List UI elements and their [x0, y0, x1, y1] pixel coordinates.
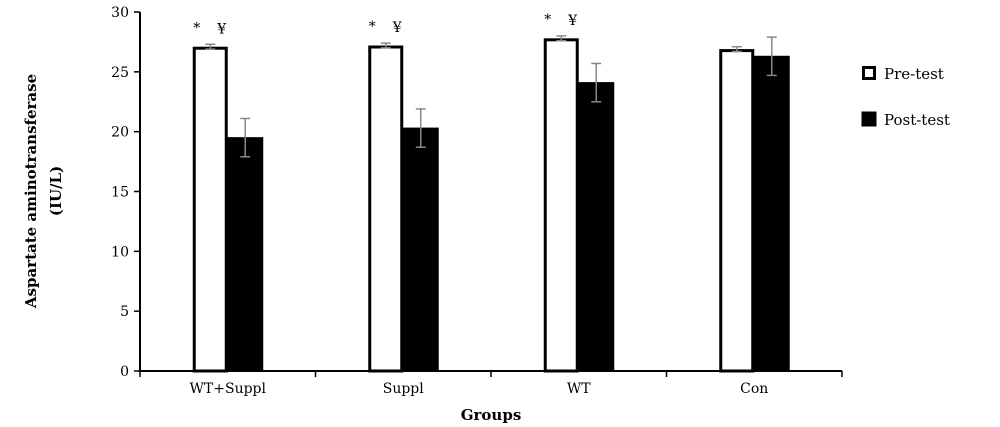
significance-yen: ¥ — [392, 20, 402, 36]
significance-star: * — [193, 20, 200, 36]
x-tick-label: WT+Suppl — [190, 381, 267, 397]
y-axis-title: Aspartate aminotransferase (IU/L) — [22, 74, 65, 309]
significance-yen: ¥ — [567, 13, 577, 29]
legend-item: Post-test — [861, 111, 950, 129]
bar-post-test — [227, 137, 264, 372]
bar-pre-test — [719, 49, 755, 373]
bar-post-test — [578, 82, 615, 372]
legend: Pre-test Post-test — [861, 65, 950, 129]
x-tick-label: WT — [567, 381, 591, 397]
x-axis-title: Groups — [461, 406, 522, 424]
error-bar — [731, 45, 742, 53]
x-tick-label: Suppl — [383, 381, 425, 397]
y-tick-label: 10 — [111, 244, 129, 260]
error-bar — [556, 35, 567, 42]
bar-group — [368, 42, 439, 373]
significance-yen: ¥ — [216, 21, 226, 37]
y-tick-label: 30 — [111, 5, 129, 21]
y-tick-label: 0 — [120, 364, 129, 380]
y-axis-title-line1: Aspartate aminotransferase — [22, 74, 40, 309]
y-tick-label: 20 — [111, 125, 129, 141]
legend-label: Pre-test — [884, 65, 944, 83]
bar-post-test — [753, 55, 790, 372]
significance-star: * — [369, 19, 376, 35]
bar-group — [543, 35, 615, 373]
y-tick-label: 15 — [111, 185, 129, 201]
legend-swatch — [862, 66, 876, 80]
error-bar — [766, 36, 777, 77]
error-bar — [240, 117, 251, 158]
bar-pre-test — [192, 46, 228, 373]
x-tick-label: Con — [740, 381, 768, 397]
bar-group — [719, 36, 790, 373]
bar-post-test — [402, 127, 439, 372]
legend-item: Pre-test — [862, 65, 944, 83]
y-tick-label: 25 — [111, 65, 129, 81]
legend-swatch — [861, 111, 877, 127]
error-bar — [380, 42, 391, 49]
error-bar — [591, 62, 602, 103]
bar-pre-test — [368, 45, 404, 373]
error-bar — [415, 108, 426, 148]
y-tick-label: 5 — [120, 304, 129, 320]
legend-label: Post-test — [884, 111, 950, 129]
y-axis-title-unit: (IU/L) — [47, 166, 65, 216]
bar-group — [192, 43, 264, 373]
bar-pre-test — [543, 38, 579, 373]
error-bar — [205, 43, 216, 50]
plot-area: 0 5 10 15 20 25 30 WT+Suppl Suppl WT Con * ¥ * ¥ * ¥ — [111, 5, 843, 397]
significance-star: * — [544, 12, 551, 28]
